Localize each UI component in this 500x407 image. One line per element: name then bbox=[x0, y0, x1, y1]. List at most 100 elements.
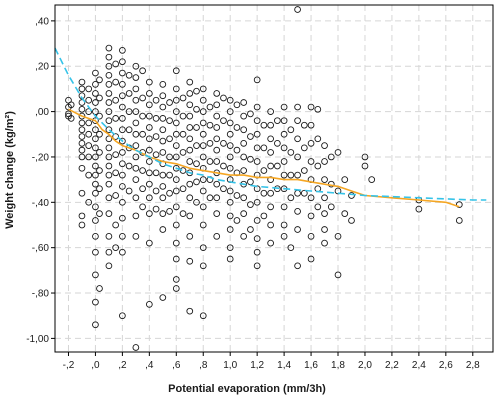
data-point bbox=[199, 142, 207, 149]
data-point bbox=[240, 99, 248, 106]
data-point bbox=[253, 158, 261, 165]
data-point bbox=[307, 158, 315, 165]
data-point bbox=[92, 135, 99, 143]
data-point bbox=[240, 232, 248, 240]
data-point bbox=[132, 232, 140, 240]
y-tick-label: -,80 bbox=[32, 289, 50, 300]
data-point bbox=[85, 142, 93, 149]
x-tick-label: ,6 bbox=[172, 360, 181, 371]
data-point bbox=[193, 160, 200, 168]
data-point bbox=[125, 71, 133, 79]
data-point bbox=[92, 171, 99, 179]
data-point bbox=[119, 214, 126, 222]
data-point bbox=[280, 158, 288, 165]
data-point bbox=[307, 103, 315, 111]
data-point bbox=[226, 255, 234, 263]
data-point bbox=[132, 62, 140, 70]
data-point bbox=[145, 90, 153, 97]
data-point bbox=[159, 171, 167, 179]
x-tick-label: 2,2 bbox=[385, 360, 399, 371]
data-point bbox=[321, 142, 328, 149]
data-point bbox=[294, 103, 301, 111]
data-point bbox=[233, 124, 241, 131]
data-point bbox=[199, 85, 207, 93]
data-point bbox=[226, 108, 234, 115]
x-axis-ticks: -,2 ,0 ,2 ,4 ,6 ,8 1,0 1,2 1,4 1,6 1,8 2,0 2,2 2,4 2,6… bbox=[63, 352, 480, 371]
data-point bbox=[92, 248, 99, 256]
data-point bbox=[226, 244, 234, 252]
data-point bbox=[152, 205, 160, 213]
data-point bbox=[145, 112, 153, 120]
data-point bbox=[145, 301, 153, 308]
x-tick-label: 1,6 bbox=[304, 360, 318, 371]
data-point bbox=[179, 210, 187, 218]
data-point bbox=[152, 115, 160, 122]
data-point bbox=[455, 217, 463, 224]
data-point bbox=[172, 176, 180, 183]
x-tick-label: 1,8 bbox=[331, 360, 345, 371]
data-point bbox=[260, 212, 268, 220]
data-point bbox=[314, 135, 322, 143]
data-point bbox=[226, 153, 234, 161]
data-point bbox=[172, 187, 180, 195]
data-point bbox=[294, 153, 301, 161]
x-tick-label: ,2 bbox=[118, 360, 127, 371]
data-point bbox=[172, 67, 180, 75]
data-point bbox=[145, 135, 153, 143]
data-point bbox=[119, 115, 126, 122]
data-point bbox=[233, 146, 241, 154]
data-point bbox=[199, 221, 207, 229]
data-point bbox=[145, 180, 153, 188]
data-point bbox=[92, 298, 99, 306]
data-point bbox=[260, 167, 268, 174]
data-point bbox=[274, 185, 281, 193]
data-point bbox=[307, 139, 315, 147]
data-point bbox=[78, 189, 86, 197]
data-point bbox=[105, 53, 113, 61]
data-point bbox=[247, 110, 254, 118]
data-point bbox=[85, 119, 93, 127]
y-tick-label: ,00 bbox=[35, 107, 49, 118]
data-point bbox=[199, 262, 207, 270]
data-point bbox=[105, 126, 113, 134]
data-point bbox=[307, 194, 315, 202]
data-point bbox=[166, 189, 173, 197]
data-point bbox=[199, 176, 207, 183]
data-point bbox=[186, 212, 194, 220]
data-point bbox=[280, 130, 288, 138]
data-point bbox=[294, 6, 301, 13]
data-point bbox=[186, 112, 194, 120]
data-point bbox=[119, 69, 126, 77]
x-axis-title: Potential evaporation (mm/3h) bbox=[168, 383, 326, 395]
data-point bbox=[179, 185, 187, 193]
data-point bbox=[92, 232, 99, 240]
data-point bbox=[206, 194, 214, 202]
data-point bbox=[193, 87, 200, 95]
data-point bbox=[267, 108, 274, 115]
data-point bbox=[85, 130, 93, 138]
data-point bbox=[139, 94, 146, 102]
data-point bbox=[85, 96, 93, 104]
data-point bbox=[348, 217, 355, 224]
data-point bbox=[226, 130, 234, 138]
data-point bbox=[226, 164, 234, 172]
data-point bbox=[96, 112, 103, 120]
data-point bbox=[341, 210, 349, 218]
data-point bbox=[186, 78, 194, 86]
data-point bbox=[267, 121, 274, 129]
data-point bbox=[92, 99, 99, 106]
data-point bbox=[132, 176, 140, 183]
data-point bbox=[78, 126, 86, 134]
data-point bbox=[280, 171, 288, 179]
data-point bbox=[240, 194, 248, 202]
data-point bbox=[92, 217, 99, 224]
data-point bbox=[105, 210, 113, 218]
data-point bbox=[132, 212, 140, 220]
data-point bbox=[92, 90, 99, 97]
data-point bbox=[206, 121, 214, 129]
data-point bbox=[186, 194, 194, 202]
data-point bbox=[199, 187, 207, 195]
data-point bbox=[300, 167, 308, 174]
data-point bbox=[193, 124, 200, 131]
